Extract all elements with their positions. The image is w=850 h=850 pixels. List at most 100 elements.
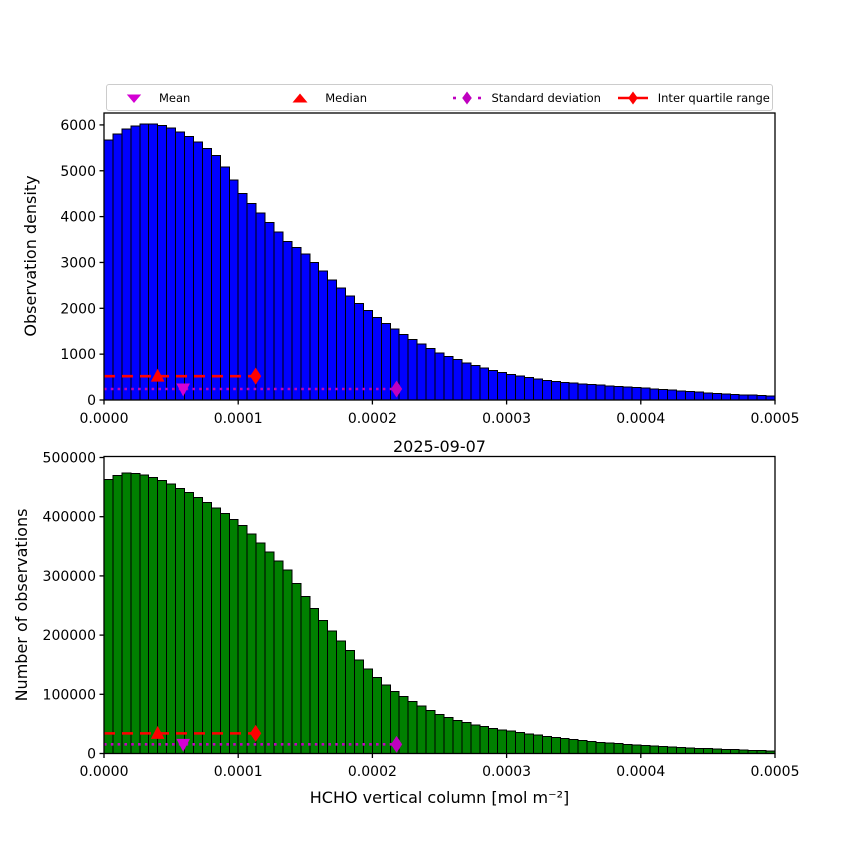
histogram-bar (318, 619, 329, 754)
histogram-bar (210, 155, 221, 401)
histogram-bar (407, 338, 418, 401)
y-tick-label: 100000 (43, 687, 96, 703)
histogram-bar (685, 747, 695, 755)
histogram-bar (497, 371, 508, 401)
histogram-bar (443, 716, 454, 755)
histogram-bar (577, 739, 588, 754)
histogram-bar (273, 560, 284, 754)
histogram-bar (667, 389, 678, 401)
number-of-observations-histogram-bars (103, 472, 776, 755)
histogram-bar (470, 365, 481, 401)
histogram-bar (756, 395, 767, 401)
mean-plus-std-marker (390, 735, 403, 753)
legend-item-inter-quartile-range: Inter quartile range (606, 89, 772, 107)
histogram-bar (327, 279, 338, 401)
histogram-bar (255, 542, 266, 754)
x-tick-label: 0.0003 (482, 411, 531, 427)
histogram-bar (595, 384, 606, 401)
histogram-bar (166, 483, 177, 754)
histogram-bar (550, 381, 561, 401)
histogram-bar (237, 525, 248, 755)
histogram-bar (184, 492, 194, 754)
diamond-icon (461, 91, 472, 104)
y-tick-label: 0 (87, 747, 96, 763)
histogram-bar (264, 551, 275, 754)
number-of-observations-histogram: 0.0000 0.0001 0.0002 0.0003 0.0004 0.0005 0 100… (12, 451, 800, 807)
histogram-bar (139, 123, 150, 401)
histogram-bar (407, 700, 418, 754)
histogram-bar (604, 742, 615, 755)
histogram-bar (532, 378, 543, 401)
legend-item-median: Median (273, 89, 439, 107)
histogram-bar (148, 477, 159, 754)
histogram-bar (541, 735, 552, 755)
histogram-bar (291, 582, 302, 754)
histogram-bar (488, 369, 499, 401)
histogram-bar (568, 739, 579, 755)
histogram-bar (425, 348, 436, 401)
histogram-bar (416, 705, 427, 755)
histogram-bar (479, 726, 490, 754)
histogram-bar (309, 261, 320, 401)
mean-marker-icon (126, 94, 142, 103)
histogram-bar (228, 518, 239, 754)
histogram-bar (640, 745, 651, 755)
histogram-bar (711, 392, 722, 401)
histogram-bar (157, 480, 168, 754)
histogram-bar (452, 359, 463, 401)
mean-plus-std-marker (390, 380, 403, 398)
histogram-bar (729, 393, 740, 401)
axes-frame (103, 455, 776, 755)
y-tick-label: 5000 (60, 164, 96, 180)
x-axis-label: HCHO vertical column [mol m⁻²] (310, 788, 569, 807)
histogram-bar (345, 295, 356, 401)
legend-label-inter-quartile-range: Inter quartile range (657, 90, 770, 105)
legend-item-standard-deviation: Standard deviation (440, 89, 606, 107)
histogram-bar (702, 748, 713, 755)
histogram-bar (354, 659, 364, 754)
histogram-bar (425, 709, 436, 755)
histogram-bar (354, 303, 364, 401)
histogram-bar (210, 507, 221, 754)
y-tick-label: 200000 (43, 628, 96, 644)
histogram-bar (291, 246, 302, 401)
x-tick-label: 0.0005 (751, 764, 800, 780)
histogram-bar (738, 394, 749, 401)
histogram-bar (747, 394, 758, 401)
x-tick-label: 0.0002 (348, 411, 397, 427)
histogram-bar (434, 352, 445, 401)
y-tick-label: 4000 (60, 210, 96, 226)
histogram-bar (318, 270, 329, 401)
y-tick-label: 400000 (43, 510, 96, 526)
histogram-bar (371, 677, 382, 754)
histogram-bar (559, 738, 570, 755)
median-marker-icon (292, 93, 308, 102)
histogram-bar (327, 630, 338, 755)
histogram-bar (246, 533, 257, 754)
legend-label-standard-deviation: Standard deviation (491, 90, 601, 105)
legend-label-mean: Mean (159, 90, 191, 105)
standard-deviation-marker-icon (452, 91, 481, 104)
histogram-bar (693, 391, 704, 401)
histogram-bar (550, 737, 561, 755)
histogram-bar (219, 166, 230, 401)
histogram-bar (667, 746, 678, 754)
histogram-bar (452, 719, 463, 754)
histogram-bar (139, 474, 150, 754)
histogram-bar (121, 472, 132, 754)
histogram-bar (148, 123, 159, 401)
histogram-bar (649, 388, 660, 401)
y-axis-label: Observation density (21, 175, 40, 336)
histogram-bar (175, 487, 186, 754)
histogram-bar (711, 748, 722, 754)
histogram-bar (362, 310, 373, 401)
histogram-bar (461, 722, 472, 754)
histogram-bar (201, 502, 212, 754)
q3-marker (250, 724, 262, 742)
histogram-bar (175, 131, 186, 401)
q3-marker (250, 367, 262, 385)
y-tick-label: 3000 (60, 255, 96, 271)
histogram-bar (586, 384, 597, 401)
histogram-bar (103, 139, 114, 401)
histogram-bar (121, 128, 132, 401)
